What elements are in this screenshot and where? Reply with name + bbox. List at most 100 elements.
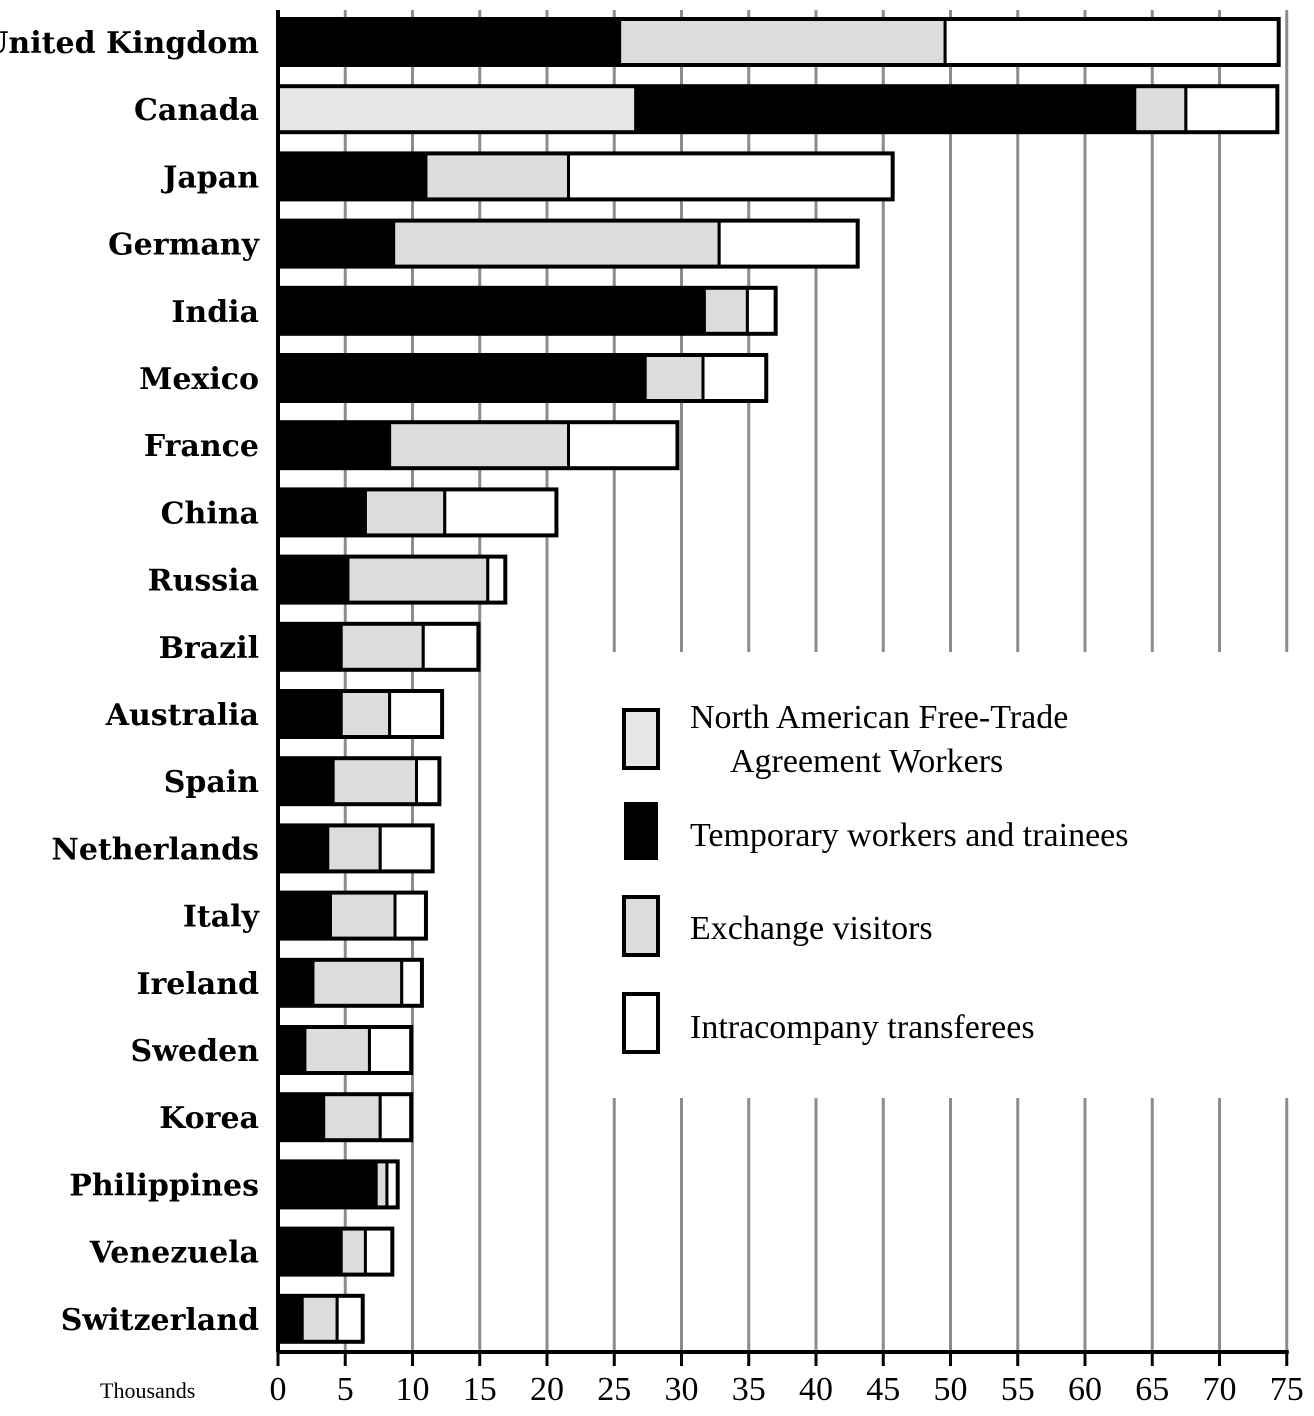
bar-segment-temporary bbox=[276, 1294, 304, 1344]
category-label: Netherlands bbox=[51, 832, 259, 867]
bar-segment-temporary bbox=[276, 286, 706, 336]
category-label: Mexico bbox=[139, 362, 259, 397]
bar-group bbox=[276, 689, 445, 739]
bar-segment-intracompany bbox=[701, 353, 768, 403]
bar-segment-intracompany bbox=[745, 286, 778, 336]
bar-segment-exchange bbox=[618, 17, 947, 67]
legend-item-intracompany: Intracompany transferees bbox=[622, 992, 1035, 1054]
category-label: Korea bbox=[159, 1101, 259, 1136]
bar-segment-intracompany bbox=[393, 891, 428, 941]
bar-segment-exchange bbox=[326, 823, 382, 873]
legend-item-exchange: Exchange visitors bbox=[622, 895, 933, 957]
category-label: France bbox=[144, 429, 259, 464]
legend-swatch bbox=[624, 802, 658, 860]
category-label: Australia bbox=[105, 698, 259, 733]
bar-group bbox=[276, 84, 1280, 135]
category-label: Canada bbox=[134, 93, 259, 128]
bar-group bbox=[276, 17, 1281, 67]
x-tick-label: 40 bbox=[799, 1371, 833, 1408]
bar-segment-intracompany bbox=[421, 622, 480, 672]
bar-segment-nafta bbox=[276, 84, 638, 134]
legend-label: Temporary workers and trainees bbox=[690, 817, 1129, 854]
legend-label: Exchange visitors bbox=[690, 910, 933, 947]
bar-segment-intracompany bbox=[567, 151, 895, 201]
bar-group bbox=[276, 420, 680, 471]
legend-swatch bbox=[622, 992, 660, 1054]
bar-segment-exchange bbox=[331, 756, 419, 806]
category-label: Italy bbox=[183, 900, 261, 935]
bar-segment-temporary bbox=[634, 84, 1137, 134]
legend-label: Agreement Workers bbox=[730, 743, 1003, 780]
category-label: Sweden bbox=[131, 1034, 260, 1069]
x-tick-label: 70 bbox=[1203, 1371, 1237, 1408]
bar-segment-exchange bbox=[339, 622, 425, 672]
category-label: Spain bbox=[164, 765, 259, 800]
legend-label: North American Free-Trade bbox=[690, 699, 1068, 736]
bar-segment-intracompany bbox=[335, 1294, 365, 1344]
category-label: Venezuela bbox=[89, 1236, 259, 1271]
category-label: Russia bbox=[148, 564, 259, 599]
bar-segment-temporary bbox=[276, 1025, 307, 1075]
x-tick-label: 5 bbox=[337, 1371, 354, 1408]
bar-segment-exchange bbox=[311, 958, 404, 1008]
x-axis: 0 5 10 15 20 25 30 35 40 45 50 55 60 65 70 75 Thousands bbox=[100, 10, 1304, 1408]
x-tick-label: 30 bbox=[665, 1371, 699, 1408]
bar-segment-temporary bbox=[276, 1227, 343, 1277]
bar-segment-intracompany bbox=[363, 1227, 394, 1277]
bar-segment-exchange bbox=[339, 1227, 367, 1277]
bar-group bbox=[276, 621, 481, 672]
bar-segment-temporary bbox=[276, 891, 332, 941]
bar-segment-temporary bbox=[276, 420, 392, 470]
bars bbox=[276, 17, 1281, 1344]
bar-segment-temporary bbox=[276, 151, 428, 201]
category-label: India bbox=[171, 295, 259, 330]
x-tick-label: 75 bbox=[1270, 1371, 1304, 1408]
x-tick-label: 20 bbox=[530, 1371, 564, 1408]
legend-item-nafta: North American Free-Trade Agreement Worke… bbox=[622, 699, 1068, 780]
x-tick-label: 10 bbox=[396, 1371, 430, 1408]
bar-segment-temporary bbox=[276, 1092, 326, 1142]
bar-group bbox=[276, 487, 559, 538]
bar-segment-temporary bbox=[276, 756, 335, 806]
x-unit-label: Thousands bbox=[100, 1378, 195, 1403]
bar-group bbox=[276, 353, 769, 403]
x-tick-label: 65 bbox=[1135, 1371, 1169, 1408]
category-label: Germany bbox=[108, 228, 261, 263]
bar-segment-temporary bbox=[276, 622, 343, 672]
bar-segment-intracompany bbox=[443, 487, 558, 537]
bar-segment-exchange bbox=[300, 1294, 339, 1344]
bar-segment-exchange bbox=[363, 487, 447, 537]
x-tick-label: 15 bbox=[463, 1371, 497, 1408]
bar-segment-exchange bbox=[322, 1092, 382, 1142]
bar-segment-intracompany bbox=[717, 219, 860, 269]
bar-segment-intracompany bbox=[415, 756, 441, 806]
legend: North American Free-Trade Agreement Worke… bbox=[622, 699, 1129, 1054]
x-tick-label: 35 bbox=[732, 1371, 766, 1408]
category-label: Brazil bbox=[159, 631, 259, 666]
bar-segment-temporary bbox=[276, 823, 330, 873]
category-label: Philippines bbox=[69, 1168, 259, 1203]
x-tick-label: 25 bbox=[597, 1371, 631, 1408]
bar-segment-intracompany bbox=[943, 17, 1281, 67]
bar-segment-exchange bbox=[388, 420, 571, 470]
x-tick-label: 50 bbox=[934, 1371, 968, 1408]
x-tick-label: 55 bbox=[1001, 1371, 1035, 1408]
bar-segment-temporary bbox=[276, 1159, 378, 1209]
gridlines bbox=[343, 10, 1289, 1352]
bar-group bbox=[276, 756, 442, 807]
bar-segment-exchange bbox=[643, 353, 705, 403]
category-labels: United Kingdom Canada Japan Germany India Mex… bbox=[0, 26, 261, 1338]
bar-segment-intracompany bbox=[400, 958, 424, 1008]
category-label: Ireland bbox=[136, 967, 259, 1002]
bar-group bbox=[276, 554, 508, 605]
bar-segment-intracompany bbox=[567, 420, 679, 470]
bar-segment-temporary bbox=[276, 17, 622, 67]
bar-segment-exchange bbox=[339, 689, 392, 739]
bar-segment-exchange bbox=[424, 151, 571, 201]
bar-segment-intracompany bbox=[486, 555, 507, 605]
bar-segment-temporary bbox=[276, 219, 396, 269]
bar-group bbox=[276, 890, 428, 941]
bar-segment-exchange bbox=[374, 1159, 389, 1209]
bar-segment-exchange bbox=[346, 555, 490, 605]
bar-segment-intracompany bbox=[388, 689, 444, 739]
